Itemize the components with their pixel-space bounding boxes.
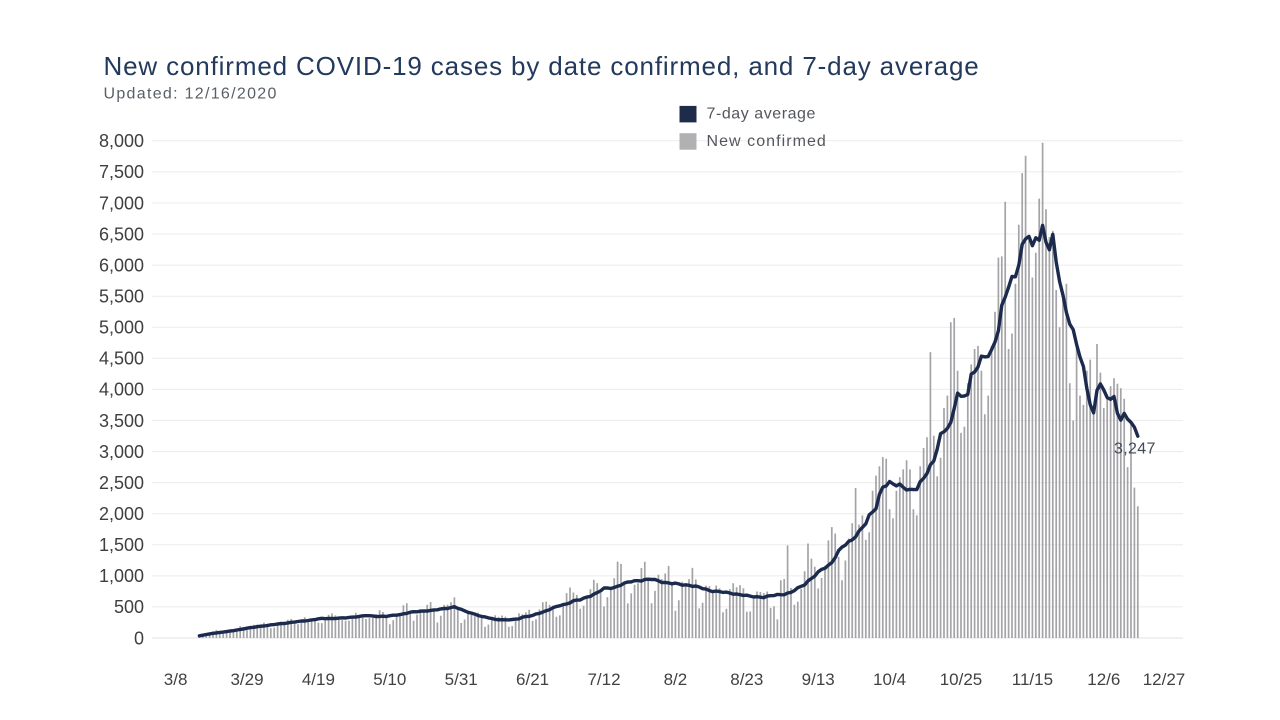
svg-text:10/4: 10/4 [873,670,906,689]
svg-text:1,000: 1,000 [99,566,144,586]
svg-text:11/15: 11/15 [1012,670,1053,689]
svg-text:6/21: 6/21 [516,670,549,689]
svg-text:3,247: 3,247 [1114,441,1156,458]
svg-text:7-day average: 7-day average [707,106,816,123]
svg-text:10/25: 10/25 [940,670,983,689]
svg-text:6,500: 6,500 [99,224,144,244]
svg-text:2,000: 2,000 [99,504,144,524]
svg-text:6,000: 6,000 [99,255,144,275]
svg-text:New confirmed COVID-19 cases b: New confirmed COVID-19 cases by date con… [104,51,980,81]
svg-text:7,000: 7,000 [99,193,144,213]
svg-text:5/31: 5/31 [445,670,478,689]
svg-text:8,000: 8,000 [99,131,144,151]
svg-text:8/2: 8/2 [664,670,688,689]
svg-text:9/13: 9/13 [802,670,835,689]
svg-text:3,000: 3,000 [99,442,144,462]
svg-text:500: 500 [114,597,144,617]
svg-text:5,500: 5,500 [99,287,144,307]
svg-text:4,500: 4,500 [99,349,144,369]
svg-text:New confirmed: New confirmed [707,133,827,150]
svg-text:8/23: 8/23 [730,670,763,689]
svg-text:12/27: 12/27 [1143,670,1186,689]
svg-text:7,500: 7,500 [99,162,144,182]
svg-text:7/12: 7/12 [587,670,620,689]
svg-text:12/6: 12/6 [1087,670,1120,689]
svg-text:3,500: 3,500 [99,411,144,431]
svg-text:0: 0 [134,628,144,648]
svg-text:1,500: 1,500 [99,535,144,555]
svg-text:3/29: 3/29 [230,670,263,689]
svg-text:2,500: 2,500 [99,473,144,493]
svg-text:5,000: 5,000 [99,318,144,338]
svg-text:4,000: 4,000 [99,380,144,400]
svg-text:5/10: 5/10 [373,670,406,689]
svg-text:3/8: 3/8 [164,670,188,689]
svg-text:Updated: 12/16/2020: Updated: 12/16/2020 [104,86,278,103]
svg-text:4/19: 4/19 [302,670,335,689]
